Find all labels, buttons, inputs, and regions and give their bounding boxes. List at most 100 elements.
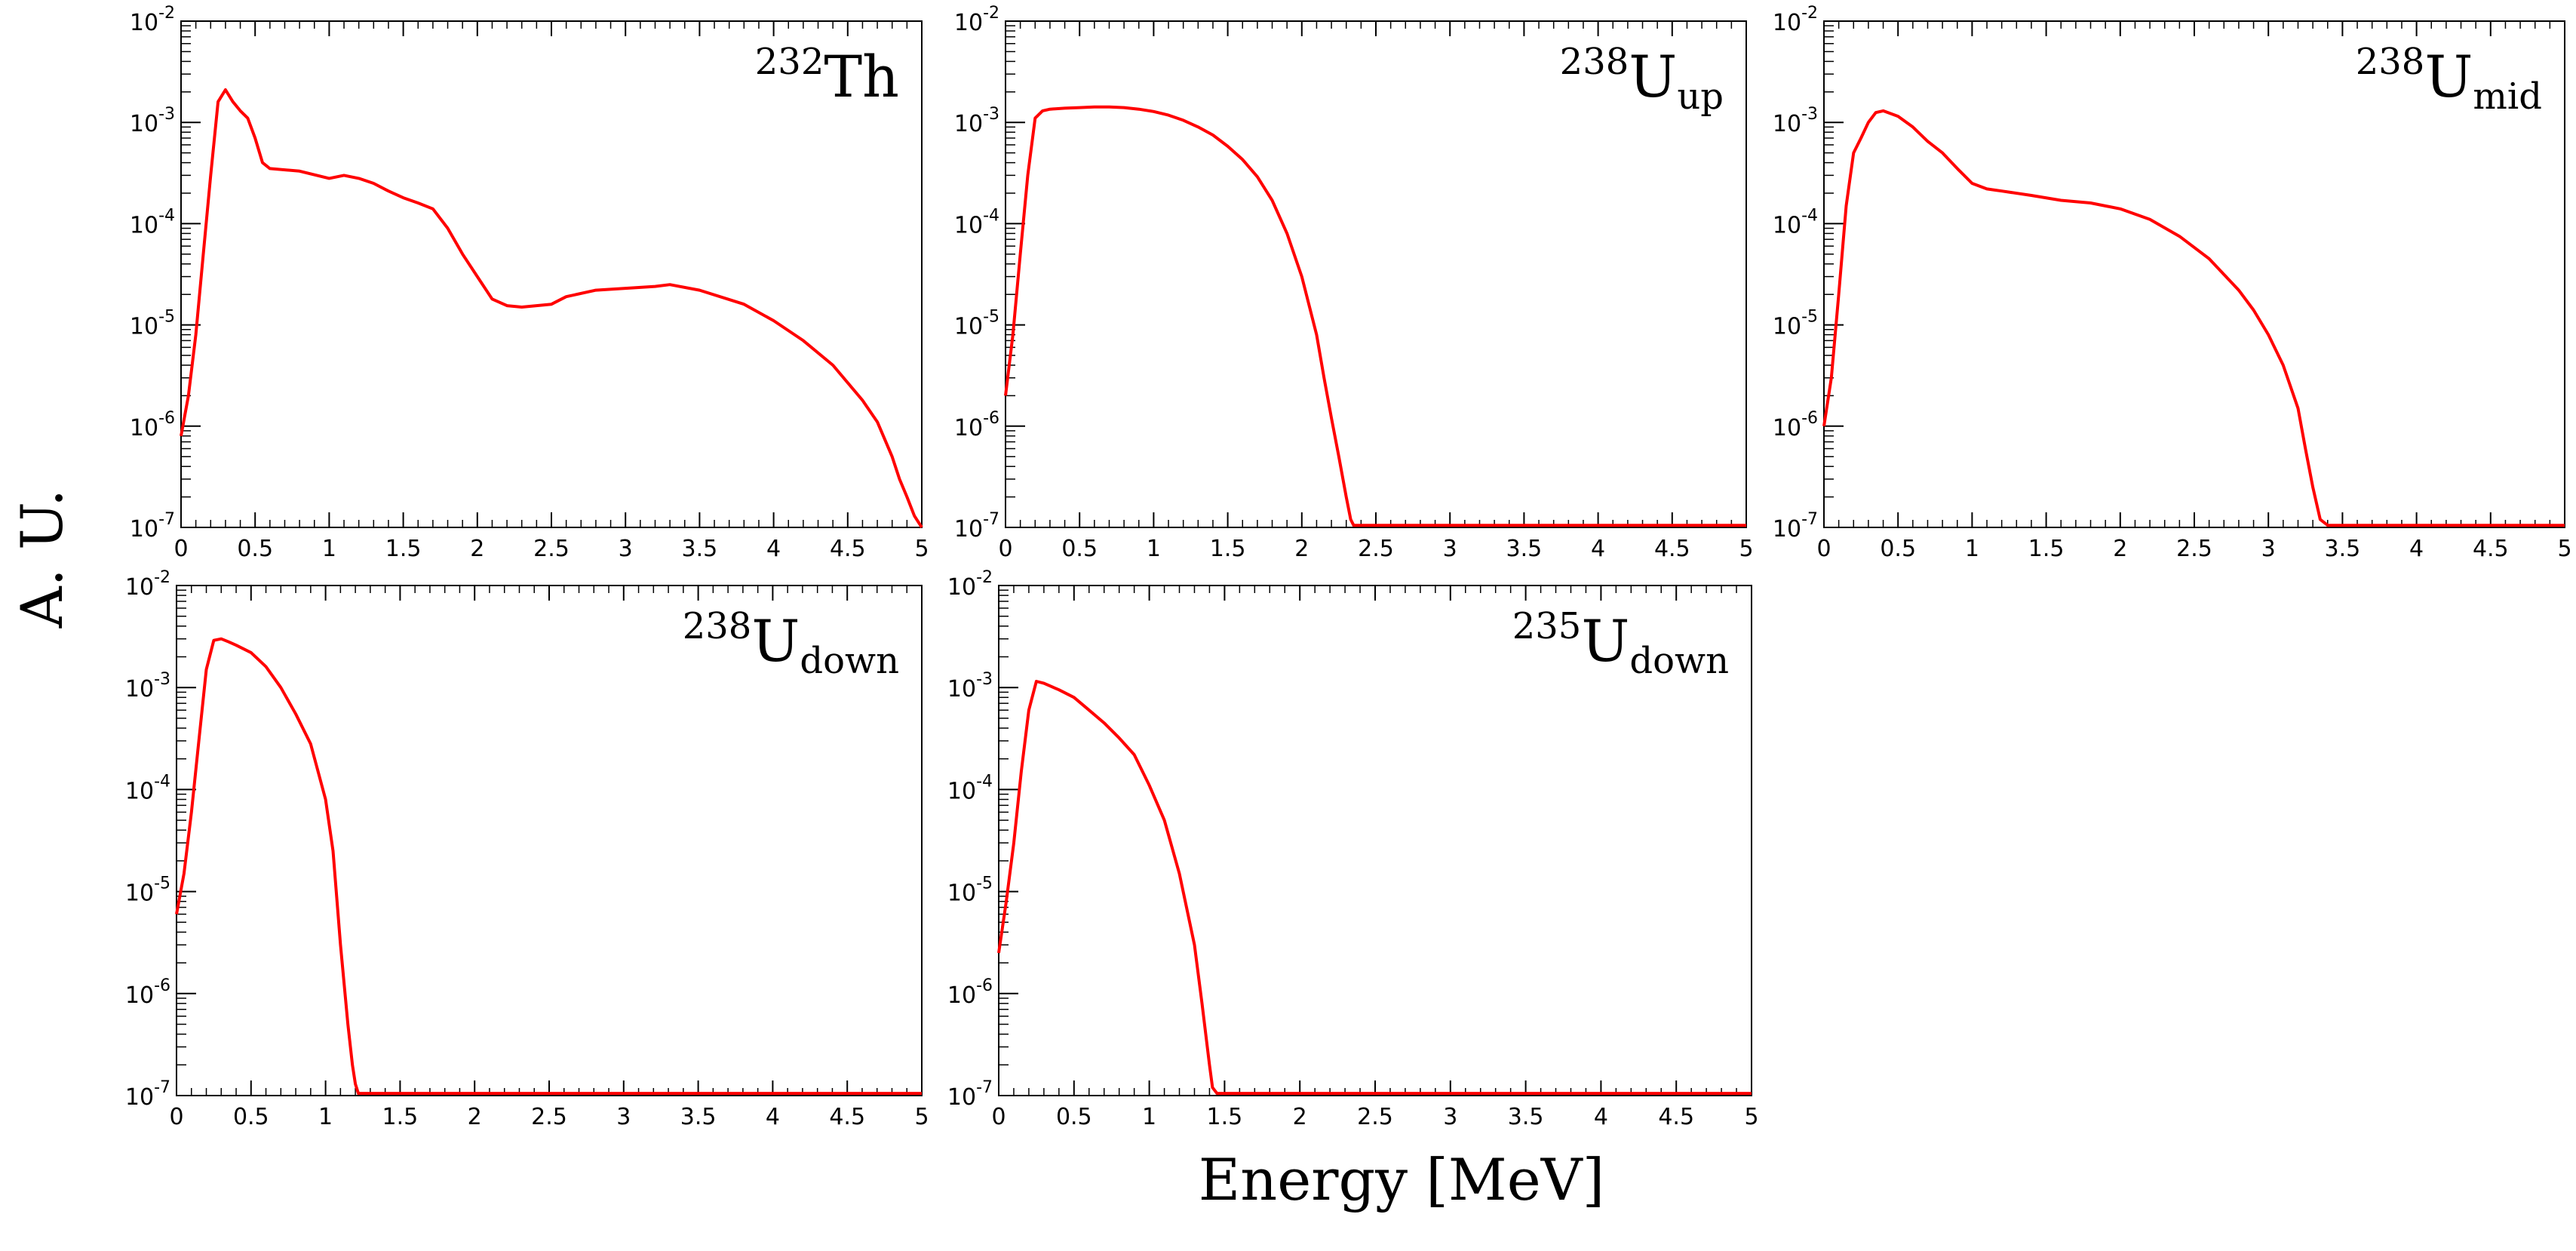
y-tick-exponent: -7: [1801, 510, 1818, 529]
y-tick-label: 10-5: [130, 308, 175, 340]
x-tick-label: 3.5: [682, 536, 718, 562]
x-tick-label: 2: [468, 1104, 482, 1130]
x-tick-label: 4.5: [1658, 1104, 1694, 1130]
plot-frame: [180, 20, 923, 528]
y-tick-label: 10-2: [947, 568, 993, 601]
y-tick-label: 10-6: [125, 976, 170, 1009]
x-tick-label: 2.5: [533, 536, 570, 562]
y-tick-label: 10-7: [947, 1078, 993, 1111]
y-tick-base: 10: [1773, 10, 1801, 36]
y-tick-label: 10-6: [1773, 409, 1818, 441]
y-tick-exponent: -4: [158, 206, 175, 225]
spectrum-curve: [175, 637, 922, 1096]
y-tick-exponent: -6: [158, 409, 175, 428]
x-tick-label: 4.5: [1654, 536, 1690, 562]
y-tick-base: 10: [125, 881, 154, 907]
x-tick-label: 0: [998, 536, 1012, 562]
y-tick-base: 10: [130, 10, 158, 36]
y-tick-exponent: -3: [1801, 105, 1818, 124]
x-tick-label: 1.5: [1207, 1104, 1243, 1130]
y-tick-label: 10-3: [1773, 105, 1818, 137]
y-tick-base: 10: [1773, 111, 1801, 137]
x-tick-label: 4: [766, 536, 781, 562]
label-element: U: [751, 607, 800, 675]
label-subscript: down: [1629, 640, 1729, 682]
y-tick-label: 10-5: [947, 874, 993, 907]
x-tick-label: 1.5: [1210, 536, 1246, 562]
spectrum-curve: [1822, 109, 2565, 527]
y-tick-base: 10: [125, 778, 154, 804]
x-tick-label: 2: [1293, 1104, 1307, 1130]
panel-1: 0 0.5 1 1.5 2 2.5 3 3.5 4 4.5 510-710-610-510-410-…: [130, 4, 929, 562]
spectrum-curve: [180, 88, 923, 529]
y-tick-exponent: -6: [976, 976, 993, 995]
y-tick-label: 10-5: [125, 874, 170, 907]
x-tick-label: 1: [1147, 536, 1161, 562]
x-tick-label: 2.5: [1357, 1104, 1393, 1130]
x-tick-label: 0.5: [233, 1104, 269, 1130]
x-tick-label: 1.5: [382, 1104, 419, 1130]
x-tick-label: 2: [1294, 536, 1309, 562]
y-tick-base: 10: [1773, 415, 1801, 441]
y-tick-base: 10: [125, 676, 154, 702]
x-tick-label: 3.5: [1506, 536, 1543, 562]
y-tick-exponent: -6: [983, 409, 999, 428]
spectrum-curve: [1004, 105, 1746, 527]
y-tick-base: 10: [947, 881, 976, 907]
y-tick-base: 10: [947, 982, 976, 1009]
y-tick-exponent: -3: [158, 105, 175, 124]
y-tick-base: 10: [954, 212, 983, 238]
x-tick-label: 5: [1739, 536, 1753, 562]
label-superscript: 238: [683, 605, 752, 647]
label-subscript: up: [1677, 75, 1724, 118]
x-tick-label: 3.5: [680, 1104, 717, 1130]
y-tick-label: 10-7: [130, 510, 175, 543]
y-tick-label: 10-7: [1773, 510, 1818, 543]
y-tick-exponent: -2: [983, 4, 999, 23]
x-tick-label: 1.5: [385, 536, 422, 562]
y-tick-exponent: -5: [983, 308, 999, 327]
y-tick-exponent: -6: [1801, 409, 1818, 428]
spectrum-curve: [997, 680, 1752, 1096]
y-tick-base: 10: [954, 415, 983, 441]
x-tick-label: 4.5: [830, 536, 866, 562]
y-tick-base: 10: [130, 111, 158, 137]
x-tick-label: 3: [1443, 536, 1457, 562]
y-tick-base: 10: [954, 111, 983, 137]
y-tick-base: 10: [947, 574, 976, 601]
y-tick-label: 10-6: [130, 409, 175, 441]
y-tick-label: 10-2: [130, 4, 175, 36]
panel-5: 0 0.5 1 1.5 2 2.5 3 3.5 4 4.5 510-710-610-510-410-…: [947, 568, 1759, 1130]
x-tick-label: 2: [2113, 536, 2127, 562]
label-element: Th: [824, 43, 899, 110]
y-tick-base: 10: [125, 574, 154, 601]
y-tick-base: 10: [954, 10, 983, 36]
panel-3: 0 0.5 1 1.5 2 2.5 3 3.5 4 4.5 510-710-610-510-410-…: [1773, 4, 2572, 562]
x-tick-label: 0: [991, 1104, 1006, 1130]
x-tick-label: 1: [322, 536, 336, 562]
y-tick-base: 10: [130, 516, 158, 543]
x-tick-label: 0: [173, 536, 188, 562]
y-tick-exponent: -7: [976, 1078, 993, 1097]
y-tick-base: 10: [1773, 516, 1801, 543]
y-tick-label: 10-6: [954, 409, 999, 441]
x-tick-label: 4: [2409, 536, 2424, 562]
y-tick-label: 10-2: [125, 568, 170, 601]
y-tick-exponent: -2: [976, 568, 993, 587]
y-tick-label: 10-5: [954, 308, 999, 340]
y-tick-exponent: -4: [1801, 206, 1818, 225]
x-tick-label: 2.5: [531, 1104, 567, 1130]
y-tick-label: 10-4: [1773, 206, 1818, 238]
y-tick-label: 10-7: [954, 510, 999, 543]
y-tick-exponent: -2: [154, 568, 170, 587]
y-tick-label: 10-5: [1773, 308, 1818, 340]
x-tick-label: 5: [1744, 1104, 1758, 1130]
y-tick-exponent: -3: [154, 670, 170, 689]
y-tick-exponent: -5: [1801, 308, 1818, 327]
y-tick-label: 10-4: [130, 206, 175, 238]
x-tick-label: 4: [1591, 536, 1605, 562]
y-tick-base: 10: [947, 1084, 976, 1111]
x-tick-label: 0: [169, 1104, 183, 1130]
x-tick-label: 4.5: [829, 1104, 865, 1130]
y-tick-exponent: -5: [158, 308, 175, 327]
